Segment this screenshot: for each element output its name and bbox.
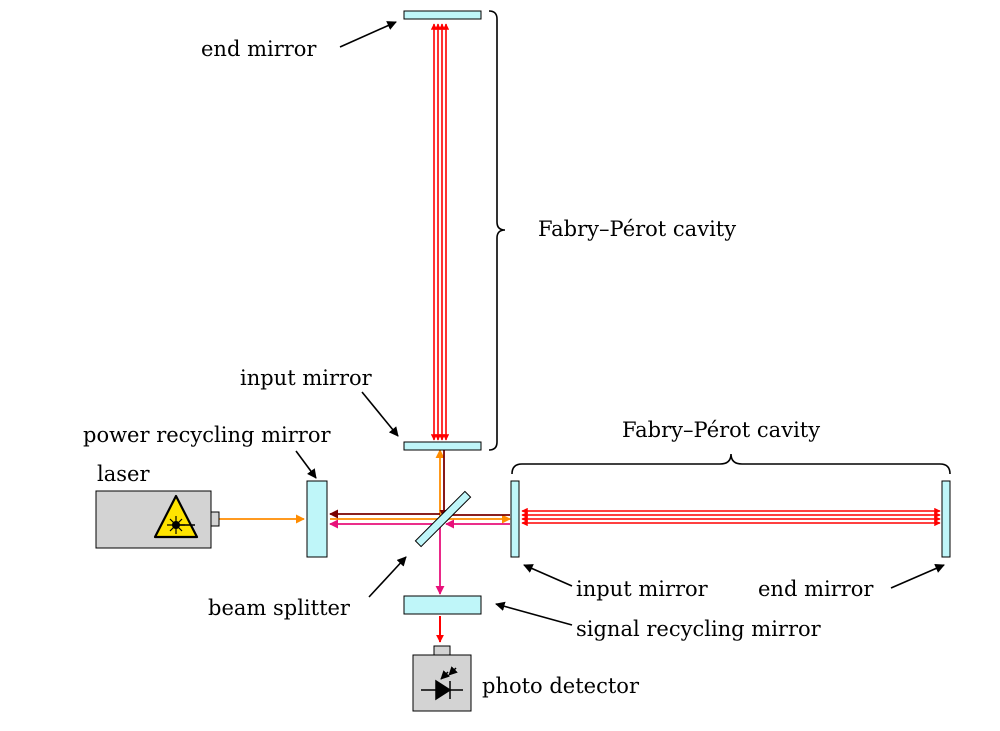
laser-body [95, 490, 212, 549]
label-fp-cavity-horizontal: Fabry–Pérot cavity [622, 418, 820, 442]
label-beam-splitter: beam splitter [208, 596, 351, 620]
beam-splitter [414, 490, 472, 548]
label-input-mirror-right: input mirror [576, 577, 709, 601]
label-end-mirror-top: end mirror [201, 37, 317, 61]
photodiode-icon [421, 666, 463, 701]
detector-body [412, 654, 472, 712]
label-power-recycling-mirror: power recycling mirror [83, 423, 331, 447]
label-fp-cavity-vertical: Fabry–Pérot cavity [538, 217, 736, 241]
brace-vertical-cavity [488, 10, 506, 451]
end-mirror-right [941, 480, 951, 558]
label-input-mirror-top: input mirror [240, 366, 373, 390]
label-photo-detector: photo detector [482, 674, 640, 698]
vertical-cavity-beams [430, 23, 450, 441]
annotation-arrows [295, 21, 945, 626]
horizontal-cavity-beams [521, 507, 941, 527]
laser-warning-icon [153, 494, 199, 539]
label-laser: laser [97, 462, 150, 486]
input-mirror-right [510, 480, 520, 558]
laser-aperture [210, 511, 220, 527]
power-recycling-mirror [306, 480, 328, 558]
end-mirror-top [403, 10, 482, 20]
input-mirror-top [403, 441, 482, 451]
brace-horizontal-cavity [511, 453, 951, 475]
label-signal-recycling-mirror: signal recycling mirror [576, 617, 822, 641]
photo-detector [412, 645, 472, 712]
laser [95, 490, 220, 549]
detector-window [433, 645, 451, 656]
signal-recycling-mirror [403, 595, 482, 615]
label-end-mirror-right: end mirror [758, 577, 874, 601]
central-beams [219, 449, 511, 643]
